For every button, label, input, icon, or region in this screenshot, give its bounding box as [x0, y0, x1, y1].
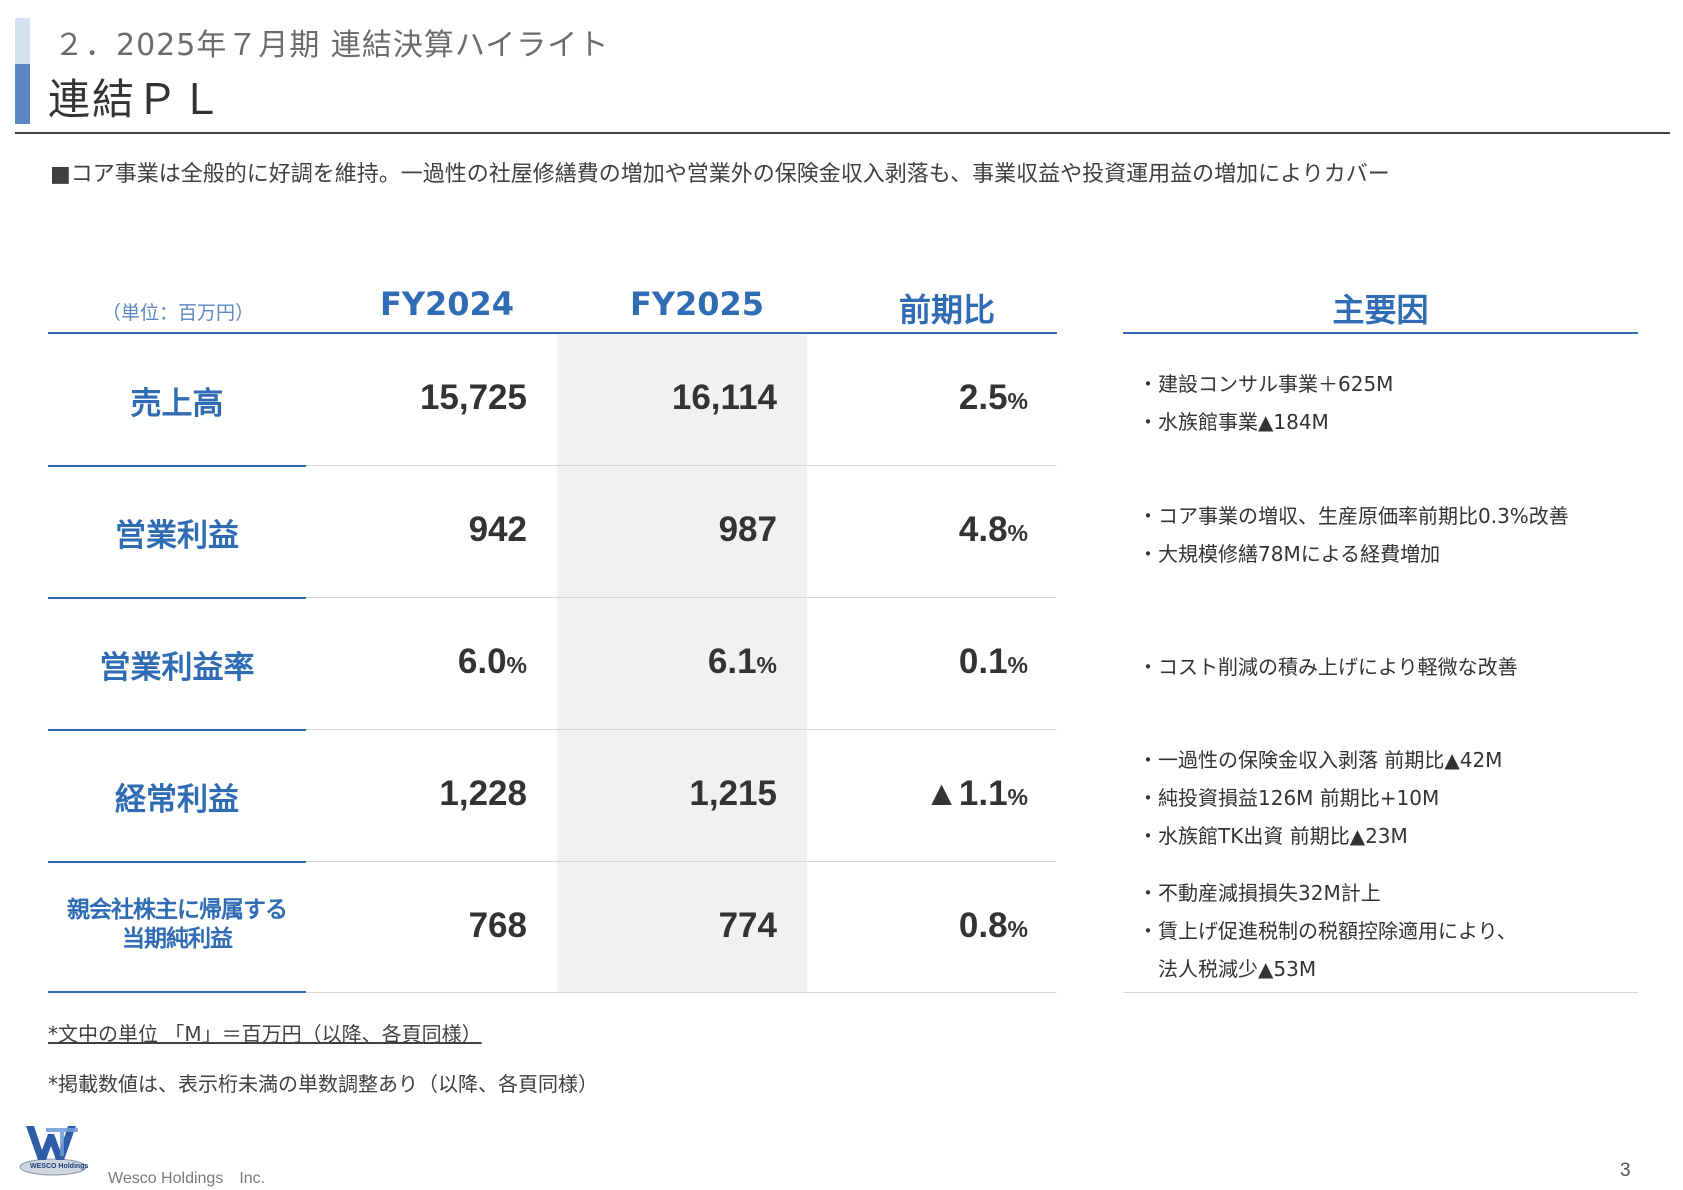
page-title: 連結ＰＬ: [48, 75, 225, 124]
factor-item: ・一過性の保険金収入剥落 前期比▲42M: [1138, 748, 1503, 772]
title-divider: [15, 132, 1670, 134]
cell-operating-profit-fy2025: 987: [718, 510, 777, 549]
factor-item: ・純投資損益126M 前期比+10M: [1138, 786, 1440, 810]
row-label-divider: [48, 597, 306, 599]
cell-ordinary-profit-yoy: ▲1.1%: [924, 774, 1028, 813]
fy2025-column-shade: [557, 334, 807, 993]
factors-operating-margin: ・コスト削減の積み上げにより軽微な改善: [1138, 648, 1638, 686]
row-label-divider: [48, 991, 306, 993]
column-header-fy2025: FY2025: [629, 285, 765, 323]
factor-item: ・コア事業の増収、生産原価率前期比0.3%改善: [1138, 504, 1569, 528]
row-divider: [306, 861, 1057, 862]
row-label-divider: [48, 729, 306, 731]
cell-operating-margin-yoy: 0.1%: [958, 642, 1028, 681]
logo-wordmark: WESCO Holdings: [30, 1163, 88, 1170]
row-label-divider: [48, 465, 306, 467]
cell-operating-profit-fy2024: 942: [468, 510, 527, 549]
cell-revenue-fy2025: 16,114: [671, 378, 777, 417]
factors-ordinary-profit: ・一過性の保険金収入剥落 前期比▲42M ・純投資損益126M 前期比+10M …: [1138, 741, 1638, 855]
factor-item: ・コスト削減の積み上げにより軽微な改善: [1138, 655, 1518, 679]
accent-bar-dark: [15, 64, 30, 124]
wesco-logo: WESCO Holdings: [19, 1126, 88, 1176]
table-bottom-rule: [48, 992, 1057, 993]
factor-item: ・不動産減損損失32M計上: [1138, 881, 1381, 905]
row-divider: [306, 465, 1057, 466]
factor-item: ・大規模修繕78Mによる経費増加: [1138, 542, 1441, 566]
footnote-unit: *文中の単位 「M」＝百万円（以降、各頁同様）: [48, 1022, 482, 1046]
row-label-net-income: 親会社株主に帰属する 当期純利益: [48, 896, 306, 954]
column-header-factors: 主要因: [1332, 291, 1429, 329]
cell-operating-profit-yoy: 4.8%: [958, 510, 1028, 549]
factors-header-rule: [1123, 332, 1638, 334]
factors-net-income: ・不動産減損損失32M計上 ・賃上げ促進税制の税額控除適用により、 法人税減少▲…: [1138, 874, 1638, 988]
factor-item: ・賃上げ促進税制の税額控除適用により、: [1138, 919, 1517, 943]
accent-bar-light: [15, 18, 30, 64]
cell-net-income-yoy: 0.8%: [958, 906, 1028, 945]
factors-operating-profit: ・コア事業の増収、生産原価率前期比0.3%改善 ・大規模修繕78Mによる経費増加: [1138, 497, 1638, 573]
cell-net-income-fy2024: 768: [468, 906, 527, 945]
row-label-revenue: 売上高: [130, 386, 224, 422]
cell-ordinary-profit-fy2025: 1,215: [689, 774, 777, 813]
row-label-operating-margin: 営業利益率: [99, 650, 255, 686]
factors-bottom-rule: [1123, 992, 1638, 993]
row-label-operating-profit: 営業利益: [115, 518, 239, 554]
cell-operating-margin-fy2024: 6.0%: [457, 642, 527, 681]
row-label-net-income-line1: 親会社株主に帰属する: [67, 897, 288, 923]
factor-item: ・水族館事業▲184M: [1138, 410, 1329, 434]
column-header-yoy: 前期比: [898, 291, 995, 329]
cell-net-income-fy2025: 774: [718, 906, 777, 945]
page-number: 3: [1620, 1160, 1631, 1181]
company-name: Wesco Holdings Inc.: [108, 1170, 266, 1187]
row-label-ordinary-profit: 経常利益: [115, 782, 239, 818]
unit-label: （単位：百万円）: [101, 302, 254, 324]
row-divider: [306, 597, 1057, 598]
cell-operating-margin-fy2025: 6.1%: [707, 642, 777, 681]
cell-revenue-yoy: 2.5%: [958, 378, 1028, 417]
row-divider: [306, 729, 1057, 730]
header-rule: [48, 332, 1057, 334]
section-label: ２．2025年７月期 連結決算ハイライト: [54, 28, 610, 63]
factors-revenue: ・建設コンサル事業＋625M ・水族館事業▲184M: [1138, 365, 1638, 441]
row-label-divider: [48, 861, 306, 863]
factor-item: ・建設コンサル事業＋625M: [1138, 372, 1394, 396]
summary-text: ■コア事業は全般的に好調を維持。一過性の社屋修繕費の増加や営業外の保険金収入剥落…: [50, 162, 1390, 187]
row-label-net-income-line2: 当期純利益: [122, 926, 233, 952]
footnote-rounding: *掲載数値は、表示桁未満の単数調整あり（以降、各頁同様）: [48, 1072, 598, 1096]
factor-item: 法人税減少▲53M: [1138, 957, 1317, 981]
factor-item: ・水族館TK出資 前期比▲23M: [1138, 824, 1408, 848]
column-header-fy2024: FY2024: [379, 285, 515, 323]
cell-revenue-fy2024: 15,725: [419, 378, 527, 417]
cell-ordinary-profit-fy2024: 1,228: [439, 774, 527, 813]
